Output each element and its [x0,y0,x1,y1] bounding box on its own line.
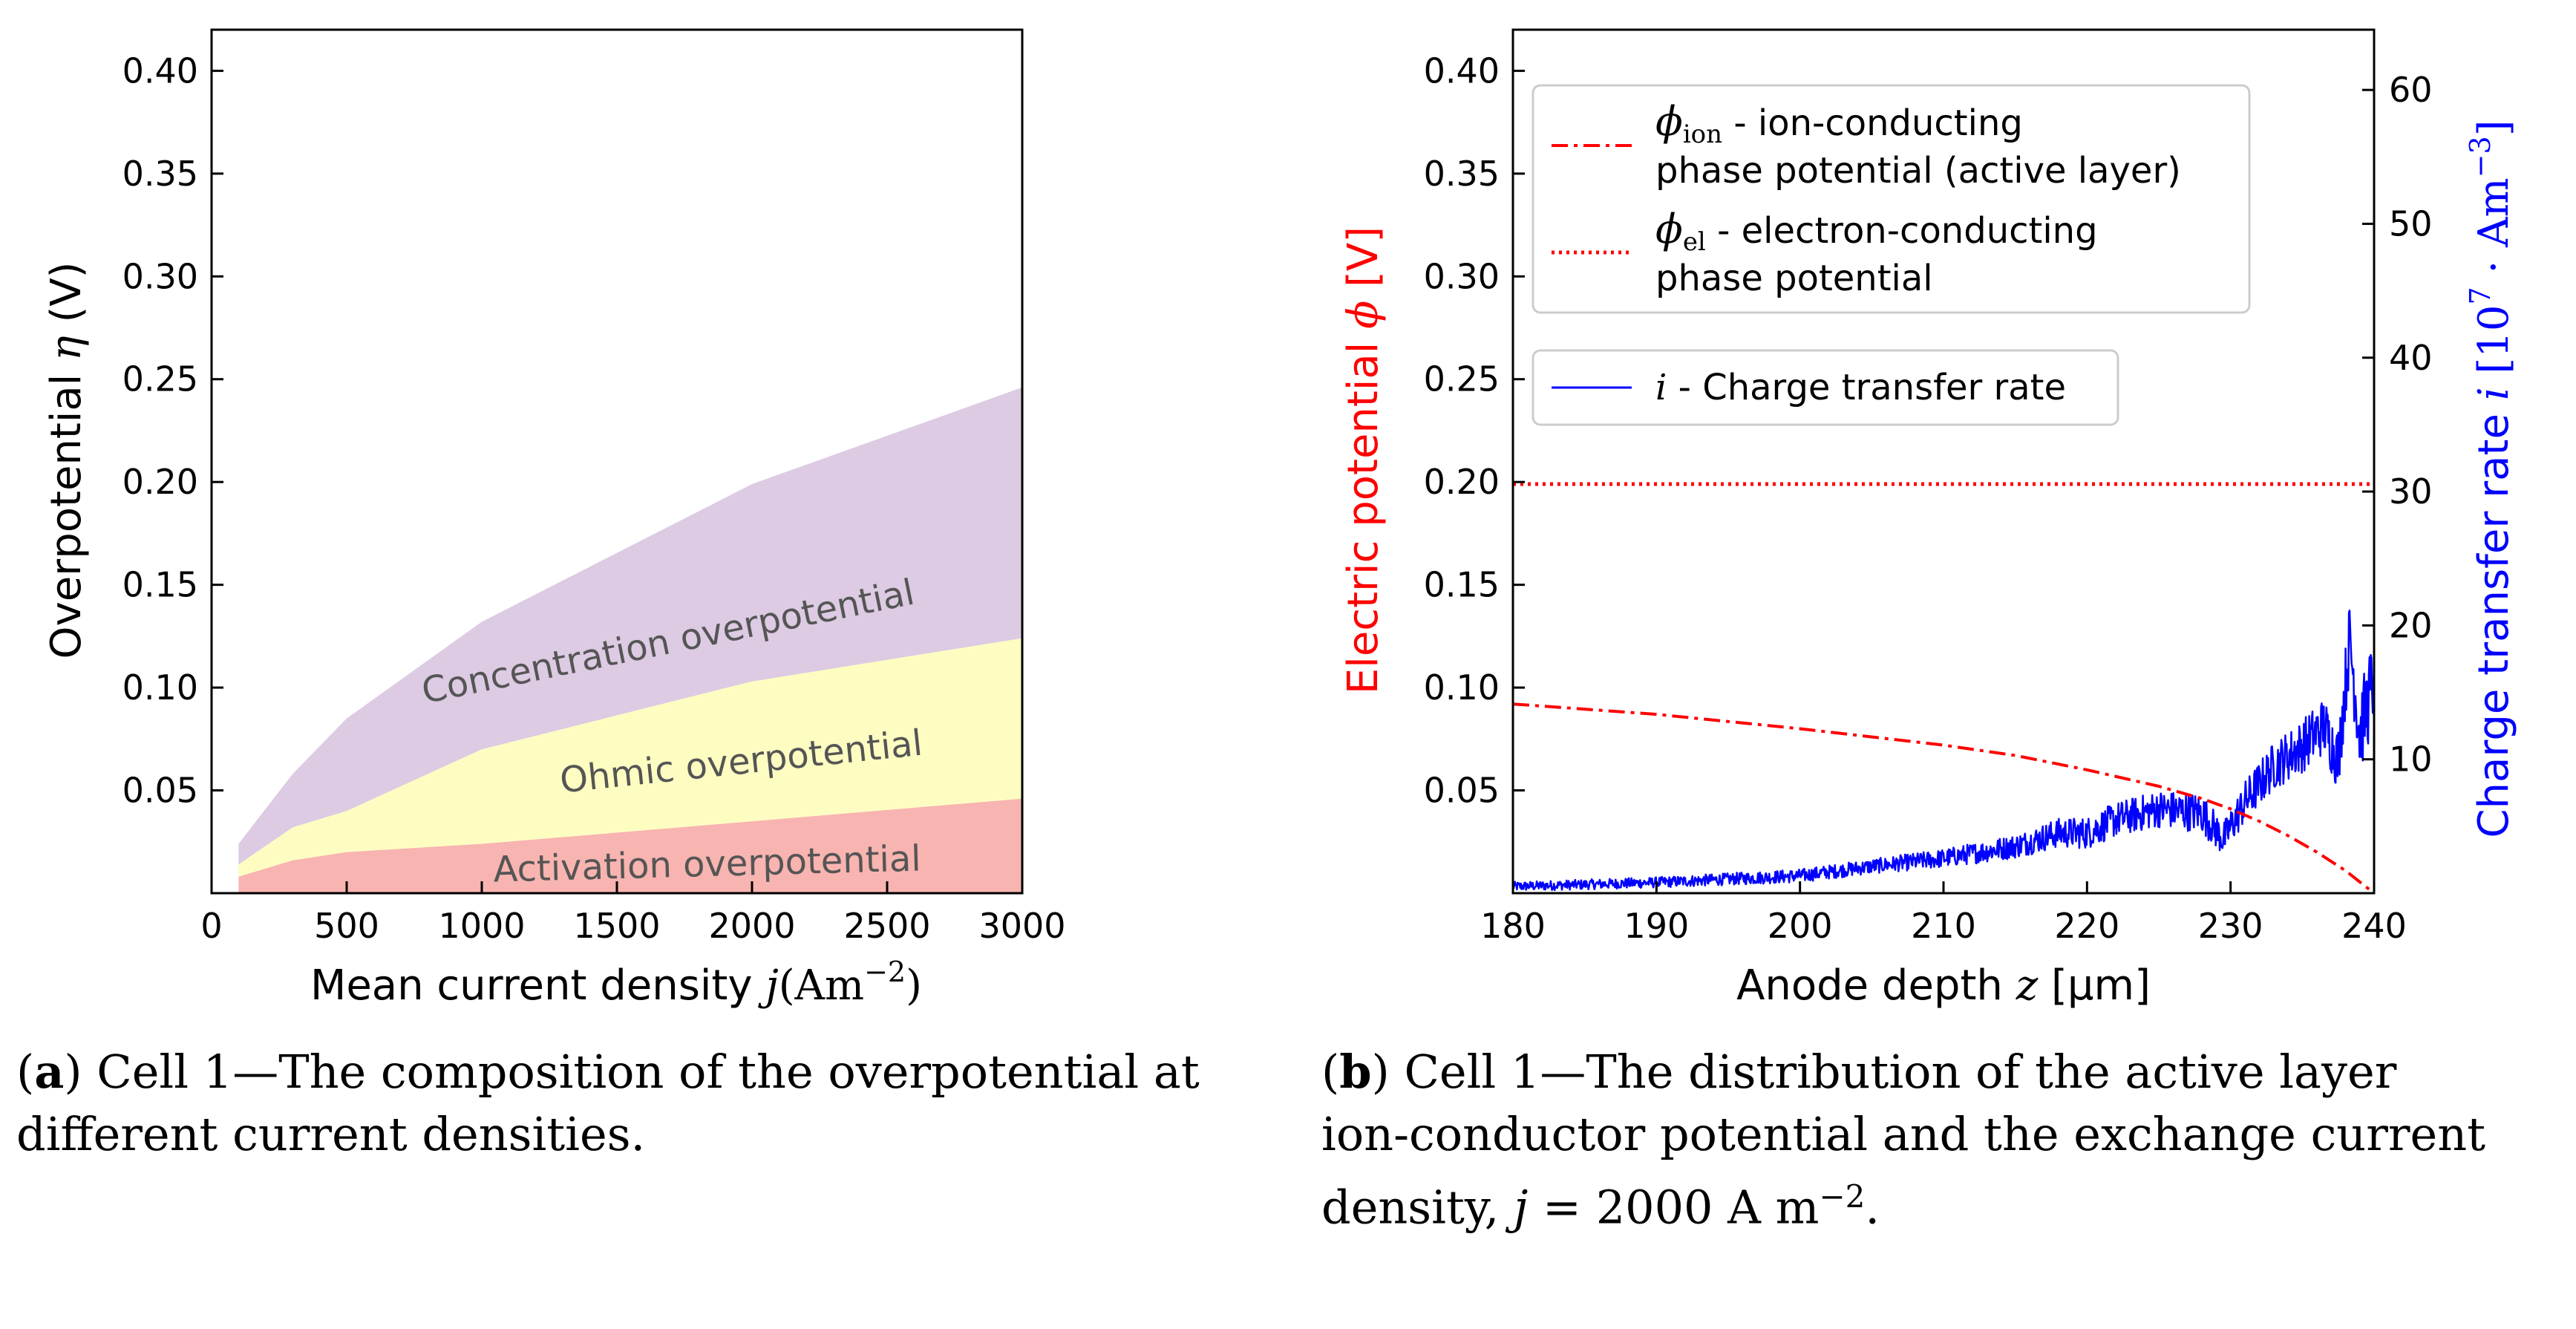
y-left-tick-label: 0.40 [1424,50,1500,91]
y-tick-label: 0.10 [122,667,198,708]
y-left-tick-label: 0.05 [1424,771,1500,811]
legend-label-el: ϕel - electron-conducting [1655,206,2098,257]
x-tick-label: 240 [2341,906,2407,946]
caption-b: (b) Cell 1—The distribution of the activ… [1321,1041,2569,1239]
chart-a-areas [238,387,1022,893]
x-tick-label: 1000 [438,906,525,946]
series-charge-transfer-rate [1511,610,2376,892]
chart-a-ticks: 0 500 1000 1500 2000 2500 3000 0.05 0.10 0.15 0.20… [122,50,1066,946]
legend-label-rate: i - Charge transfer rate [1655,367,2066,408]
y-right-tick-label: 60 [2389,70,2433,110]
y-tick-label: 0.30 [122,256,198,296]
x-tick-label: 200 [1768,906,1833,946]
y-left-tick-label: 0.20 [1424,462,1500,502]
caption-a-line2: different current densities. [16,1107,646,1161]
y-tick-label: 0.15 [122,565,198,605]
x-tick-label: 500 [314,906,379,946]
chart-b-ylabel-right: Charge transfer rate i [107 · Am−3] [2464,120,2518,837]
y-tick-label: 0.25 [122,359,198,399]
x-tick-label: 230 [2198,906,2263,946]
caption-b-line1: (b) Cell 1—The distribution of the activ… [1321,1045,2397,1099]
y-right-tick-label: 50 [2389,203,2433,244]
x-tick-label: 0 [200,906,222,946]
y-right-tick-label: 10 [2389,739,2433,780]
y-tick-label: 0.20 [122,462,198,502]
area-activation-overpotential [238,798,1022,893]
legend-label-el-line2: phase potential [1655,258,1933,299]
y-tick-label: 0.35 [122,154,198,194]
y-right-tick-label: 30 [2389,471,2433,512]
caption-b-line2: ion-conductor potential and the exchange… [1321,1107,2486,1161]
legend-label-ion: ϕion - ion-conducting [1655,98,2023,149]
y-tick-label: 0.05 [122,771,198,811]
x-tick-label: 180 [1480,906,1546,946]
legend-box [1531,349,2119,426]
chart-b-legend-potentials: ϕion - ion-conducting phase potential (a… [1531,84,2251,314]
chart-b-legend-rate: i - Charge transfer rate [1531,349,2119,426]
x-tick-label: 210 [1911,906,1976,946]
y-tick-label: 0.40 [122,50,198,91]
series-ion-potential [1512,702,2376,895]
y-left-tick-label: 0.10 [1424,667,1500,708]
y-left-tick-label: 0.30 [1424,256,1500,296]
legend-label-ion-line2: phase potential (active layer) [1655,150,2181,192]
chart-b: 180 190 200 210 220 230 240 0.05 0.10 0.15 0.20 0.2… [1339,28,2518,1010]
chart-b-ticks: 180 190 200 210 220 230 240 0.05 0.10 0.15 0.20 0.2… [1424,50,2433,946]
x-tick-label: 190 [1624,906,1689,946]
y-left-tick-label: 0.35 [1424,154,1500,194]
x-tick-label: 2000 [708,906,795,946]
y-left-tick-label: 0.15 [1424,565,1500,605]
y-left-tick-label: 0.25 [1424,359,1500,399]
chart-b-xlabel: Anode depth z [μm] [1736,961,2151,1010]
y-right-tick-label: 40 [2389,338,2433,378]
chart-a-xlabel: Mean current density j(Am−2) [310,956,922,1010]
area-concentration-overpotential [238,387,1022,865]
chart-b-lines [1511,482,2376,895]
x-tick-label: 220 [2054,906,2119,946]
x-tick-label: 2500 [843,906,930,946]
y-right-tick-label: 20 [2389,605,2433,645]
legend-box [1531,84,2251,314]
area-ohmic-overpotential [238,638,1022,877]
chart-a-ylabel: Overpotential η (V) [42,262,91,659]
caption-a: (a) Cell 1—The composition of the overpo… [16,1041,1278,1166]
chart-b-ylabel-left: Electric potential ϕ [V] [1339,226,1387,694]
caption-a-line1: (a) Cell 1—The composition of the overpo… [16,1045,1200,1099]
caption-b-line3: density, j = 2000 A m−2. [1321,1178,1880,1235]
x-tick-label: 3000 [978,906,1065,946]
chart-a: 0 500 1000 1500 2000 2500 3000 0.05 0.10 0.15 0.20… [42,28,1066,1010]
x-tick-label: 1500 [573,906,660,946]
